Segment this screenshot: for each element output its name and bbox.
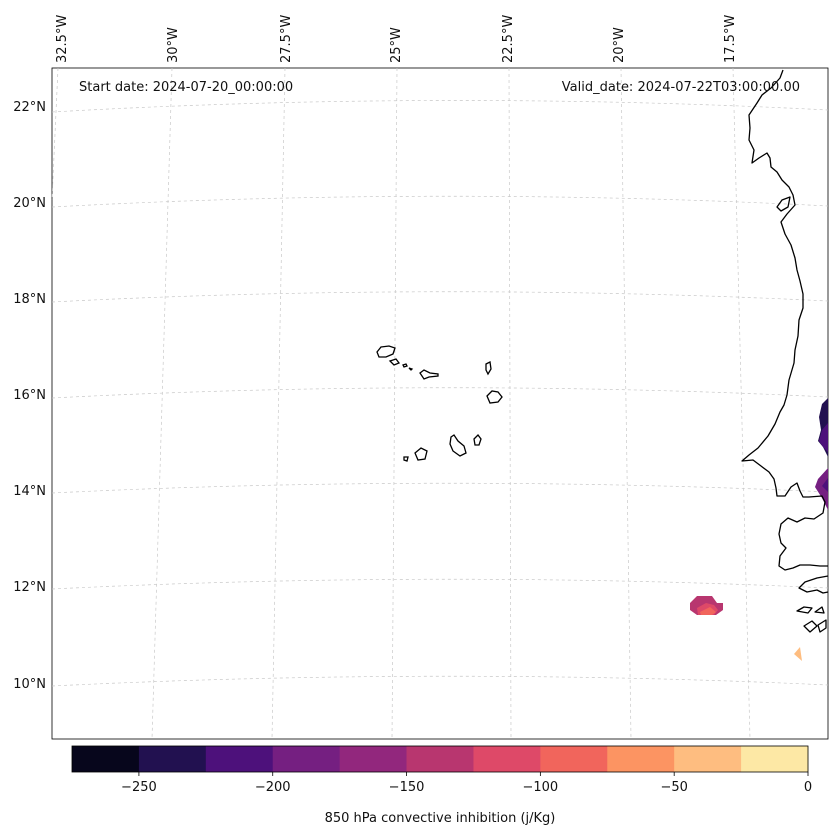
lat-label: 16°N	[13, 388, 46, 403]
coastline-bijagos-4	[817, 619, 827, 633]
cin-patch-offshore-inner2	[700, 607, 716, 615]
colorbar: −250 −200 −150 −100 −50 0 850 hPa convective …	[71, 745, 812, 826]
coastline-cansado	[776, 196, 791, 212]
colorbar-bin	[540, 746, 608, 772]
colorbar-outline	[71, 745, 809, 773]
colorbar-bin	[138, 746, 207, 772]
colorbar-bins	[72, 746, 809, 772]
lat-label: 14°N	[13, 484, 46, 499]
colorbar-tick-label: −200	[255, 780, 291, 795]
cin-patch-south	[794, 647, 802, 661]
lon-label: 32.5°W	[55, 15, 70, 63]
island-boa-vista	[486, 390, 503, 404]
colorbar-tick-label: −100	[523, 780, 559, 795]
lon-label: 27.5°W	[279, 15, 294, 63]
coastline	[741, 69, 829, 633]
island-sal	[485, 361, 492, 376]
colorbar-ticks: −250 −200 −150 −100 −50 0	[121, 772, 812, 795]
island-sao-nicolau-main	[419, 369, 439, 380]
cin-patch-gambia-inner	[822, 478, 828, 492]
start-date-label: Start date: 2024-07-20_00:00:00	[79, 80, 293, 95]
colorbar-tick-label: −150	[389, 780, 425, 795]
lat-label: 20°N	[13, 196, 46, 211]
colorbar-tick-label: −50	[660, 780, 687, 795]
lat-label: 10°N	[13, 677, 46, 692]
lon-label: 20°W	[612, 27, 627, 63]
lat-label: 12°N	[13, 580, 46, 595]
island-sao-nicolau	[408, 367, 414, 371]
lon-label: 25°W	[389, 27, 404, 63]
colorbar-bin	[406, 746, 474, 772]
lat-label: 18°N	[13, 292, 46, 307]
colorbar-label: 850 hPa convective inhibition (j/Kg)	[325, 811, 556, 826]
colorbar-bin	[205, 746, 274, 772]
lat-label: 22°N	[13, 100, 46, 115]
lon-label: 22.5°W	[501, 15, 516, 63]
colorbar-bin	[339, 746, 408, 772]
map-frame	[51, 67, 829, 740]
cin-patch-gambia	[815, 468, 828, 510]
island-santo-antao	[376, 345, 396, 358]
cin-contours	[690, 398, 828, 661]
colorbar-tick-label: −250	[121, 780, 157, 795]
colorbar-bin	[473, 746, 541, 772]
lon-label: 30°W	[166, 27, 181, 63]
colorbar-bin	[607, 746, 675, 772]
gridlines	[51, 67, 829, 740]
coastline-bijagos-2	[814, 606, 825, 614]
colorbar-bin	[741, 746, 809, 772]
cape-verde-islands	[376, 345, 503, 462]
lon-label: 17.5°W	[723, 15, 738, 63]
coastline-bijagos-3	[803, 620, 818, 633]
valid-date-label: Valid_date: 2024-07-22T03:00:00.00	[562, 80, 800, 95]
island-sao-vicente	[388, 358, 401, 366]
colorbar-bin	[674, 746, 742, 772]
island-maio	[473, 434, 482, 446]
coastline-guinea-bissau	[798, 575, 829, 594]
cin-patch-senegal-coast-edge	[819, 423, 828, 452]
island-santa-luzia	[402, 363, 408, 368]
colorbar-tick-label: 0	[804, 780, 812, 795]
colorbar-bin	[72, 746, 140, 772]
island-fogo	[414, 447, 428, 461]
island-brava	[403, 456, 409, 462]
colorbar-bin	[272, 746, 341, 772]
lon-labels: 32.5°W 30°W 27.5°W 25°W 22.5°W 20°W 17.5…	[55, 15, 738, 63]
lat-labels: 22°N 20°N 18°N 16°N 14°N 12°N 10°N	[13, 100, 46, 692]
coastline-mauritania-senegal	[741, 69, 828, 571]
island-santiago	[449, 434, 467, 457]
coastline-bijagos-1	[796, 606, 813, 614]
